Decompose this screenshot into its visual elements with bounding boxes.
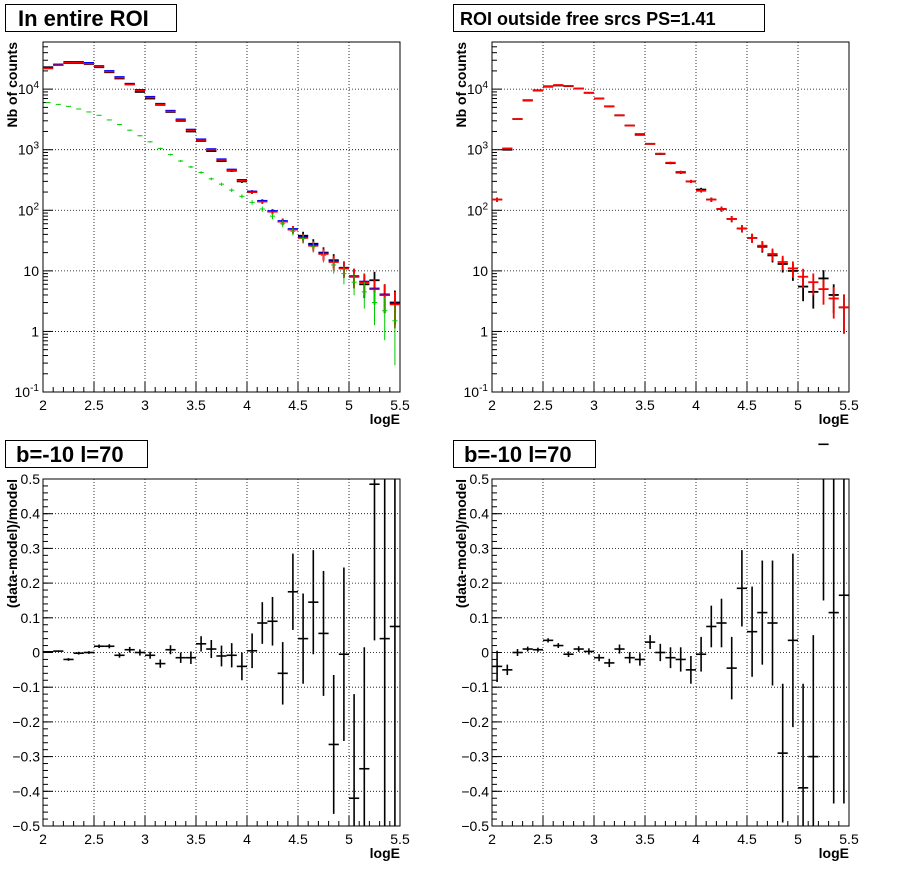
y-tick-label: 0.1 xyxy=(21,610,41,626)
x-tick-label: 4 xyxy=(692,397,700,413)
x-tick-label: 5 xyxy=(345,397,353,413)
y-tick-label: 0.4 xyxy=(470,506,490,522)
y-tick-label: 0.2 xyxy=(470,575,490,591)
x-tick-label: 5 xyxy=(794,831,802,847)
x-tick-label: 5 xyxy=(345,831,353,847)
y-tick-label: 0.3 xyxy=(21,540,41,556)
y-tick-label: −0.5 xyxy=(12,818,40,834)
y-tick-label: 10 xyxy=(23,263,39,279)
x-tick-label: 2 xyxy=(39,397,47,413)
y-tick-label: −0.2 xyxy=(461,714,489,730)
y-tick-label: 0.2 xyxy=(21,575,41,591)
x-tick-label: 3.5 xyxy=(635,397,655,413)
x-tick-label: 5.5 xyxy=(390,831,410,847)
panel-4-title: b=-10 l=70 xyxy=(453,440,596,468)
y-axis-label: Nb of counts xyxy=(4,42,20,128)
x-tick-label: 5 xyxy=(794,397,802,413)
x-tick-label: 2 xyxy=(488,831,496,847)
y-tick-label: −0.3 xyxy=(12,749,40,765)
y-tick-label: −0.1 xyxy=(461,679,489,695)
x-tick-label: 4.5 xyxy=(737,831,757,847)
y-tick-label: 0.5 xyxy=(470,471,490,487)
x-tick-label: 4 xyxy=(243,831,251,847)
y-tick-label: −0.3 xyxy=(461,749,489,765)
x-axis-label: logE xyxy=(370,411,400,427)
x-tick-label: 5.5 xyxy=(839,397,859,413)
x-tick-label: 3.5 xyxy=(635,831,655,847)
x-tick-label: 3 xyxy=(590,397,598,413)
y-tick-label: 0 xyxy=(32,645,40,661)
x-tick-label: 2 xyxy=(39,831,47,847)
x-tick-label: 4 xyxy=(692,831,700,847)
plot-frame xyxy=(42,41,401,393)
x-tick-label: 2.5 xyxy=(84,831,104,847)
x-tick-label: 3 xyxy=(590,831,598,847)
x-tick-label: 5.5 xyxy=(839,831,859,847)
x-tick-label: 4.5 xyxy=(288,397,308,413)
y-tick-label: 0.3 xyxy=(470,540,490,556)
x-tick-label: 3.5 xyxy=(186,831,206,847)
x-tick-label: 2.5 xyxy=(533,831,553,847)
y-tick-label: 1 xyxy=(31,323,39,339)
y-axis-label: (data-model)/model xyxy=(453,479,469,608)
x-axis-label: logE xyxy=(819,845,849,861)
y-tick-label: −0.4 xyxy=(12,783,40,799)
series-residual xyxy=(492,443,849,826)
x-tick-label: 3.5 xyxy=(186,397,206,413)
x-tick-label: 3 xyxy=(141,831,149,847)
series-model xyxy=(492,84,849,334)
y-tick-label: 102 xyxy=(467,201,489,218)
series-component xyxy=(45,102,398,366)
x-tick-label: 3 xyxy=(141,397,149,413)
y-tick-label: 104 xyxy=(467,80,489,97)
y-tick-label: 0.5 xyxy=(21,471,41,487)
y-tick-label: −0.5 xyxy=(461,818,489,834)
panel-2-title: ROI outside free srcs PS=1.41 xyxy=(453,4,765,32)
y-tick-label: 103 xyxy=(467,141,489,158)
y-tick-label: 10 xyxy=(472,263,488,279)
x-tick-label: 2 xyxy=(488,397,496,413)
x-tick-label: 5.5 xyxy=(390,397,410,413)
x-axis-label: logE xyxy=(370,845,400,861)
panel-1-title: In entire ROI xyxy=(5,4,177,32)
y-axis-label: (data-model)/model xyxy=(4,479,20,608)
y-tick-label: 103 xyxy=(18,141,40,158)
y-tick-label: −0.1 xyxy=(12,679,40,695)
y-tick-label: 1 xyxy=(480,323,488,339)
y-tick-label: 10-1 xyxy=(464,383,489,400)
y-tick-label: 10-1 xyxy=(15,383,40,400)
x-tick-label: 2.5 xyxy=(84,397,104,413)
y-tick-label: 0.4 xyxy=(21,506,41,522)
y-axis-label: Nb of counts xyxy=(453,42,469,128)
y-tick-label: −0.4 xyxy=(461,783,489,799)
panel-3-title: b=-10 l=70 xyxy=(5,440,148,468)
x-tick-label: 2.5 xyxy=(533,397,553,413)
x-tick-label: 4.5 xyxy=(288,831,308,847)
y-tick-label: 0 xyxy=(481,645,489,661)
x-axis-label: logE xyxy=(819,411,849,427)
y-tick-label: −0.2 xyxy=(12,714,40,730)
y-tick-label: 104 xyxy=(18,80,40,97)
x-tick-label: 4 xyxy=(243,397,251,413)
y-tick-label: 102 xyxy=(18,201,40,218)
plot-frame xyxy=(491,41,850,393)
y-tick-label: 0.1 xyxy=(470,610,490,626)
series-residual xyxy=(43,479,400,826)
x-tick-label: 4.5 xyxy=(737,397,757,413)
